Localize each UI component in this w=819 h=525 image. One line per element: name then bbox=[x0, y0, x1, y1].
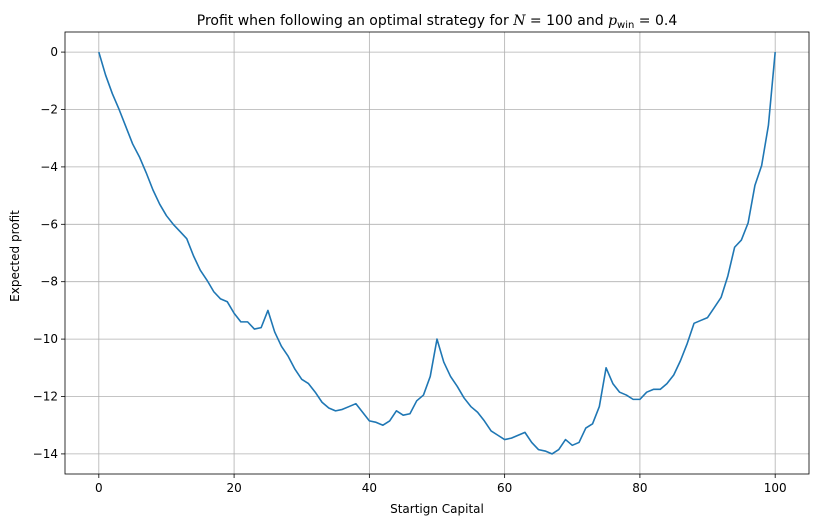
x-tick-label: 100 bbox=[764, 481, 787, 495]
x-tick-label: 0 bbox=[95, 481, 103, 495]
title-connector: and bbox=[573, 13, 608, 29]
ticks: 0 20 40 60 80 100 0 −2 −4 −6 −8 −10 −12 −14 bbox=[33, 45, 787, 495]
plot-frame bbox=[64, 31, 810, 475]
title-p-value: = 0.4 bbox=[634, 13, 677, 29]
y-tick-label: −4 bbox=[40, 160, 58, 174]
y-tick-label: −10 bbox=[33, 332, 58, 346]
x-tick-label: 60 bbox=[497, 481, 512, 495]
grid bbox=[65, 32, 809, 474]
x-tick-label: 40 bbox=[362, 481, 377, 495]
series-line bbox=[98, 51, 776, 455]
title-p-subscript: win bbox=[617, 20, 634, 31]
title-p-symbol: p bbox=[608, 13, 617, 29]
chart-title: Profit when following an optimal strateg… bbox=[197, 13, 678, 31]
series-layer bbox=[98, 51, 776, 455]
y-tick-label: −8 bbox=[40, 275, 58, 289]
y-tick-label: 0 bbox=[50, 45, 58, 59]
title-n-symbol: N bbox=[512, 13, 526, 29]
x-tick-label: 20 bbox=[226, 481, 241, 495]
y-tick-label: −12 bbox=[33, 390, 58, 404]
y-tick-label: −14 bbox=[33, 447, 58, 461]
title-n-value: = 100 bbox=[525, 13, 572, 29]
x-tick-label: 80 bbox=[632, 481, 647, 495]
y-tick-label: −6 bbox=[40, 217, 58, 231]
y-axis-label: Expected profit bbox=[8, 210, 22, 302]
title-prefix: Profit when following an optimal strateg… bbox=[197, 13, 513, 29]
x-axis-label: Startign Capital bbox=[390, 502, 484, 516]
y-tick-label: −2 bbox=[40, 102, 58, 116]
